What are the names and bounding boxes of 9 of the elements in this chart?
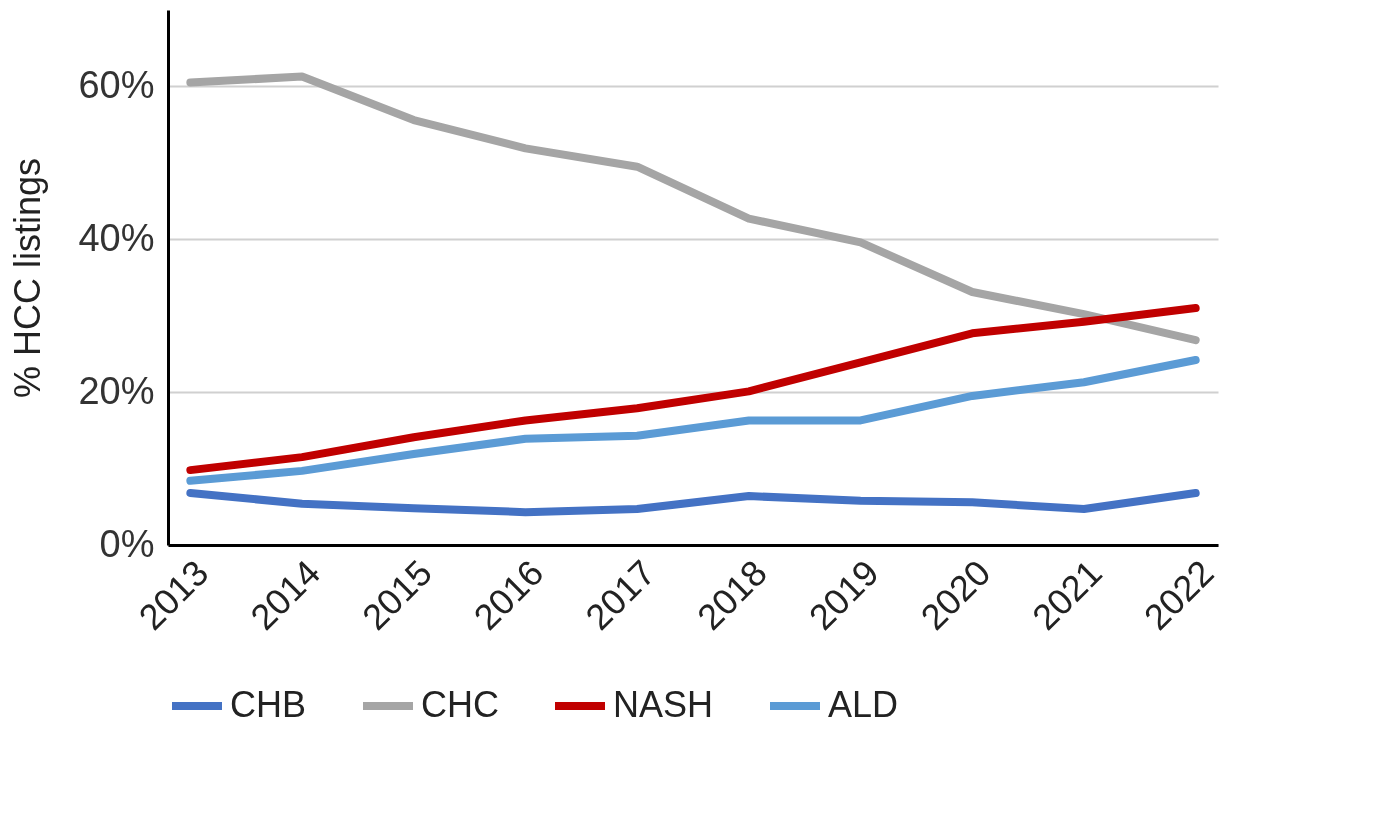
y-tick-label: 20% [78,369,155,412]
y-tick-label: 0% [99,522,155,565]
y-axis-title: % HCC listings [7,157,49,399]
legend-label: CHC [421,684,499,725]
y-tick-label: 40% [78,216,155,259]
legend-label: NASH [613,684,714,725]
legend-label: ALD [828,684,899,725]
y-tick-label: 60% [78,63,155,106]
legend-label: CHB [230,684,307,725]
